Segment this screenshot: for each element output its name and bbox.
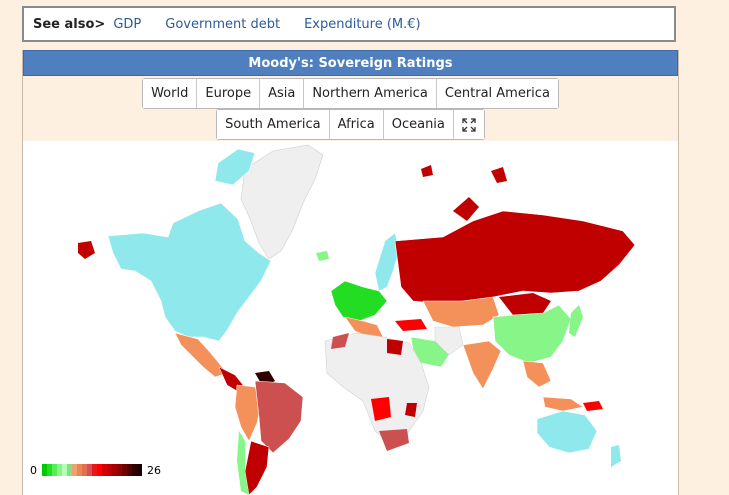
country-mongolia[interactable] (499, 293, 551, 315)
country-canada-north[interactable] (214, 148, 256, 186)
country-papua[interactable] (583, 401, 603, 411)
legend-swatch (112, 464, 117, 476)
country-scandinavia[interactable] (374, 232, 400, 292)
legend-swatch (132, 464, 137, 476)
country-south-africa[interactable] (379, 429, 409, 451)
legend-swatch (47, 464, 52, 476)
country-egypt[interactable] (387, 339, 403, 355)
legend-swatch (97, 464, 102, 476)
see-also-label: See also> (33, 16, 106, 32)
legend-swatch (107, 464, 112, 476)
legend-color-bar (42, 464, 142, 476)
country-angola[interactable] (371, 397, 391, 421)
legend-max-label: 26 (147, 463, 161, 477)
legend-swatch (77, 464, 82, 476)
country-japan[interactable] (569, 305, 583, 337)
world-map[interactable]: 0 26 (23, 141, 678, 495)
region-button-asia[interactable]: Asia (260, 79, 305, 108)
legend-swatch (137, 464, 142, 476)
legend-swatch (127, 464, 132, 476)
country-greenland[interactable] (240, 144, 324, 260)
region-button-group-1: World Europe Asia Northern America Centr… (142, 78, 559, 109)
legend-swatch (117, 464, 122, 476)
legend-swatch (62, 464, 67, 476)
color-scale-legend: 0 26 (30, 463, 161, 477)
country-brazil[interactable] (254, 380, 304, 454)
legend-swatch (122, 464, 127, 476)
legend-swatch (87, 464, 92, 476)
country-china[interactable] (492, 304, 572, 364)
country-india[interactable] (462, 340, 502, 390)
world-map-svg (78, 144, 636, 495)
legend-swatch (57, 464, 62, 476)
country-russia[interactable] (394, 210, 636, 304)
region-button-world[interactable]: World (143, 79, 198, 108)
region-button-group-2: South America Africa Oceania (216, 109, 485, 140)
region-button-oceania[interactable]: Oceania (383, 110, 454, 139)
legend-swatch (82, 464, 87, 476)
region-buttons-row-2: South America Africa Oceania (23, 109, 678, 140)
legend-swatch (52, 464, 57, 476)
region-button-south-america[interactable]: South America (217, 110, 330, 139)
region-button-europe[interactable]: Europe (197, 79, 261, 108)
region-button-central-america[interactable]: Central America (436, 79, 558, 108)
legend-swatch (72, 464, 77, 476)
panel-title: Moody's: Sovereign Ratings (23, 50, 678, 76)
fullscreen-button[interactable] (453, 110, 484, 139)
country-east-africa[interactable] (405, 403, 417, 417)
region-button-africa[interactable]: Africa (329, 110, 384, 139)
link-government-debt[interactable]: Government debt (165, 16, 281, 32)
country-australia[interactable] (536, 410, 598, 454)
legend-swatch (102, 464, 107, 476)
country-chile[interactable] (237, 431, 249, 495)
ratings-panel: Moody's: Sovereign Ratings World Europe … (22, 50, 679, 495)
country-iceland[interactable] (316, 251, 329, 261)
country-kazakhstan[interactable] (422, 296, 500, 328)
legend-swatch (67, 464, 72, 476)
legend-swatch (42, 464, 47, 476)
country-southeast-asia[interactable] (522, 360, 584, 412)
legend-min-label: 0 (30, 463, 37, 477)
legend-swatch (92, 464, 97, 476)
country-turkey[interactable] (395, 319, 427, 331)
country-morocco[interactable] (331, 333, 349, 349)
link-expenditure[interactable]: Expenditure (M.€) (304, 16, 421, 32)
country-usa-canada[interactable] (107, 202, 272, 342)
country-africa[interactable] (324, 332, 430, 448)
see-also-bar: See also> GDP Government debt Expenditur… (22, 6, 676, 42)
country-western-europe[interactable] (330, 280, 388, 322)
country-russia-arctic[interactable] (421, 165, 507, 221)
region-buttons-row-1: World Europe Asia Northern America Centr… (23, 78, 678, 109)
expand-icon (462, 117, 476, 132)
country-new-zealand[interactable] (611, 445, 621, 467)
region-button-northern-america[interactable]: Northern America (304, 79, 437, 108)
country-alaska-aleutian[interactable] (78, 241, 95, 259)
country-mexico[interactable] (174, 332, 228, 378)
country-argentina[interactable] (244, 440, 270, 495)
link-gdp[interactable]: GDP (113, 16, 142, 32)
country-iran[interactable] (434, 326, 464, 356)
